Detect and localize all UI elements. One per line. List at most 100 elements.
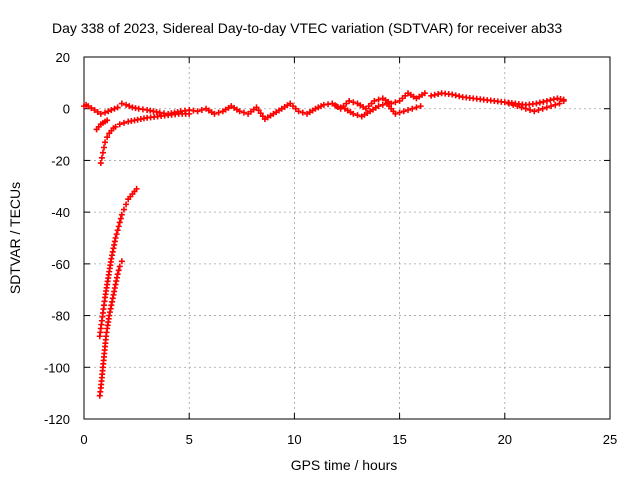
y-tick-label: -120 xyxy=(44,412,70,427)
data-point xyxy=(400,108,407,115)
x-axis-label: GPS time / hours xyxy=(291,457,398,473)
data-point xyxy=(97,160,104,167)
data-point xyxy=(114,227,121,234)
data-point xyxy=(417,103,424,110)
data-point xyxy=(118,211,125,218)
chart-title: Day 338 of 2023, Sidereal Day-to-day VTE… xyxy=(52,20,562,36)
data-point xyxy=(560,97,567,104)
y-tick-label: -80 xyxy=(51,309,70,324)
data-point xyxy=(112,123,119,130)
data-point xyxy=(435,91,442,98)
data-point xyxy=(547,97,554,104)
data-point xyxy=(548,103,555,110)
data-point xyxy=(114,271,121,278)
data-point xyxy=(126,103,133,110)
data-point xyxy=(295,108,302,115)
data-point xyxy=(104,117,111,124)
data-point xyxy=(211,110,218,117)
data-point xyxy=(120,206,127,213)
data-point xyxy=(236,108,243,115)
x-tick-label: 0 xyxy=(80,432,87,447)
data-point xyxy=(522,105,529,112)
series-steep-descending-pass xyxy=(96,185,140,340)
data-point xyxy=(104,134,111,141)
data-point xyxy=(449,91,456,98)
data-point xyxy=(392,99,399,106)
y-tick-label: -20 xyxy=(51,153,70,168)
y-tick-label: -100 xyxy=(44,360,70,375)
data-point xyxy=(536,99,543,106)
data-point xyxy=(506,100,513,107)
data-point xyxy=(379,101,386,108)
data-point xyxy=(556,100,563,107)
data-point xyxy=(115,223,122,230)
data-point xyxy=(115,267,122,274)
data-point xyxy=(116,219,123,226)
data-point xyxy=(552,101,559,108)
data-point xyxy=(118,100,125,107)
data-point xyxy=(550,96,557,103)
data-point xyxy=(108,107,115,114)
data-point xyxy=(543,104,550,111)
data-point xyxy=(396,109,403,116)
data-point xyxy=(539,105,546,112)
data-point xyxy=(114,104,121,111)
data-point xyxy=(350,110,357,117)
data-point xyxy=(392,110,399,117)
data-point xyxy=(413,104,420,111)
y-tick-label: 20 xyxy=(56,50,70,65)
x-tick-label: 15 xyxy=(392,432,406,447)
data-point xyxy=(102,139,109,146)
data-point xyxy=(123,101,130,108)
data-point xyxy=(333,103,340,110)
series-near-zero-band xyxy=(81,90,428,123)
data-point xyxy=(337,104,344,111)
y-tick-label: -60 xyxy=(51,257,70,272)
data-point xyxy=(194,108,201,115)
data-point xyxy=(540,98,547,105)
x-tick-label: 25 xyxy=(603,432,617,447)
series-short-segment xyxy=(93,117,111,133)
data-point xyxy=(120,119,127,126)
data-point xyxy=(97,110,104,117)
y-tick-label: -40 xyxy=(51,205,70,220)
series-wavy-pass xyxy=(333,100,424,120)
y-axis-label: SDTVAR / TECUs xyxy=(7,182,23,294)
data-point xyxy=(409,105,416,112)
data-point xyxy=(111,105,118,112)
data-point xyxy=(240,109,247,116)
x-tick-label: 10 xyxy=(287,432,301,447)
data-point xyxy=(346,97,353,104)
data-point xyxy=(198,107,205,114)
data-point xyxy=(299,109,306,116)
data-point xyxy=(88,105,95,112)
data-point xyxy=(117,215,124,222)
series-deepest-pass xyxy=(96,258,125,399)
data-point xyxy=(452,92,459,99)
data-point xyxy=(527,107,534,114)
data-point xyxy=(99,149,106,156)
data-point xyxy=(514,103,521,110)
series-late-lower-pass xyxy=(506,97,567,115)
tick-layer: 0 5 10 15 20 25 -120 -100 -80 -60 -40 -20 0 20 xyxy=(44,50,617,447)
data-point xyxy=(116,121,123,128)
data-point xyxy=(116,263,123,270)
grid-layer xyxy=(84,57,610,419)
data-point xyxy=(431,91,438,98)
data-point xyxy=(354,112,361,119)
data-point xyxy=(375,103,382,110)
data-point xyxy=(531,108,538,115)
data-point xyxy=(533,100,540,107)
data-point xyxy=(405,107,412,114)
data-point xyxy=(100,144,107,151)
data-point xyxy=(123,201,130,208)
data-point xyxy=(133,185,140,192)
x-tick-label: 5 xyxy=(186,432,193,447)
data-point xyxy=(428,92,435,99)
data-point xyxy=(421,90,428,97)
data-point xyxy=(510,101,517,108)
x-tick-label: 20 xyxy=(498,432,512,447)
plot-frame xyxy=(83,56,611,420)
